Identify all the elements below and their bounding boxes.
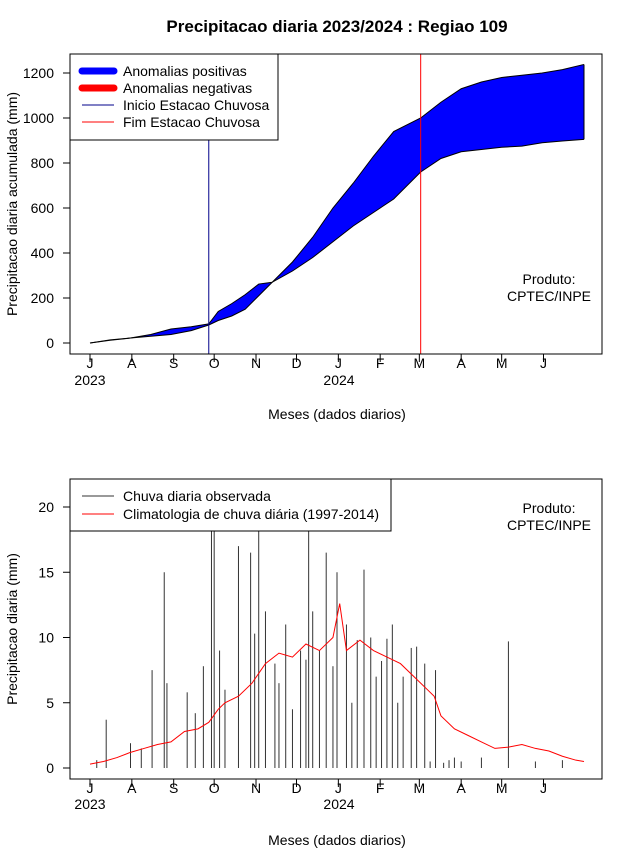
chart-title: Precipitacao diaria 2023/2024 : Regiao 1… xyxy=(166,17,507,36)
x-tick-label: F xyxy=(376,355,385,371)
climatology-daily-line xyxy=(89,603,585,765)
y-tick-label: 20 xyxy=(38,499,54,515)
y-tick-label: 1200 xyxy=(23,65,54,81)
legend-label-start: Inicio Estacao Chuvosa xyxy=(123,97,270,113)
legend-label-negative: Anomalias negativas xyxy=(123,80,252,96)
x-tick-label: J xyxy=(335,780,342,796)
y-tick-label: 1000 xyxy=(23,110,54,126)
x-tick-label: D xyxy=(291,355,301,371)
y-tick-label: 400 xyxy=(31,245,55,261)
legend-label-observed: Chuva diaria observada xyxy=(123,488,271,504)
x-tick-label: F xyxy=(376,780,385,796)
year-label-2024: 2024 xyxy=(323,372,354,388)
x-tick-label: J xyxy=(540,355,547,371)
x-tick-label: D xyxy=(291,780,301,796)
x-tick-label: N xyxy=(251,780,261,796)
y-axis-label-bottom: Precipitacao diaria (mm) xyxy=(4,553,20,705)
y-tick-label: 5 xyxy=(46,695,54,711)
y-tick-label: 10 xyxy=(38,630,54,646)
plot-frame xyxy=(69,53,603,355)
legend-box-bottom xyxy=(69,478,392,532)
legend-label-climatology: Climatologia de chuva diária (1997-2014) xyxy=(123,506,379,522)
product-label: Produto: xyxy=(523,271,576,287)
positive-anomaly-area xyxy=(131,64,584,338)
observed-accumulated-line xyxy=(89,63,585,344)
x-tick-label: S xyxy=(169,780,178,796)
year-label-2023: 2023 xyxy=(74,372,105,388)
x-tick-label: N xyxy=(251,355,261,371)
y-axis-label: Precipitacao diaria acumulada (mm) xyxy=(4,92,20,316)
y-tick-label: 15 xyxy=(38,564,54,580)
product-label-bottom: Produto: xyxy=(523,500,576,516)
y-axis: 0 200 400 600 800 1000 1200 xyxy=(23,65,70,351)
x-tick-label: O xyxy=(209,780,220,796)
daily-chart: 0 5 10 15 20 J A S O N D J F M A M J 2023 2024 Meses (d… xyxy=(4,478,603,848)
x-tick-label: M xyxy=(496,355,508,371)
legend-label-end: Fim Estacao Chuvosa xyxy=(123,114,260,130)
y-axis-bottom: 0 5 10 15 20 xyxy=(38,499,70,776)
x-tick-label: A xyxy=(127,355,137,371)
x-tick-label: S xyxy=(169,355,178,371)
x-tick-label: J xyxy=(540,780,547,796)
x-axis-label-bottom: Meses (dados diarios) xyxy=(268,832,406,848)
climatology-lines xyxy=(89,603,585,765)
x-tick-label: M xyxy=(496,780,508,796)
legend-label-positive: Anomalias positivas xyxy=(123,63,247,79)
x-tick-label: J xyxy=(87,780,94,796)
product-source-bottom: CPTEC/INPE xyxy=(507,517,591,533)
legend-bottom: Chuva diaria observada Climatologia de c… xyxy=(69,478,392,532)
year-label-2024-bottom: 2024 xyxy=(323,796,354,812)
x-tick-label: A xyxy=(457,780,467,796)
x-tick-label: M xyxy=(413,780,425,796)
x-tick-label: A xyxy=(127,780,137,796)
x-tick-label: J xyxy=(87,355,94,371)
accumulated-chart: Precipitacao diaria 2023/2024 : Regiao 1… xyxy=(4,17,603,422)
x-tick-label: M xyxy=(413,355,425,371)
x-tick-label: O xyxy=(209,355,220,371)
x-tick-label: J xyxy=(335,355,342,371)
y-tick-label: 200 xyxy=(31,290,55,306)
year-label-2023-bottom: 2023 xyxy=(74,796,105,812)
x-axis-label: Meses (dados diarios) xyxy=(268,406,406,422)
y-tick-label: 600 xyxy=(31,200,55,216)
legend: Anomalias positivas Anomalias negativas … xyxy=(69,53,279,141)
y-tick-label: 0 xyxy=(46,760,54,776)
climatology-accumulated-line xyxy=(89,138,585,344)
y-tick-label: 0 xyxy=(46,335,54,351)
product-source: CPTEC/INPE xyxy=(507,288,591,304)
accumulated-lines xyxy=(89,54,585,354)
x-tick-label: A xyxy=(457,355,467,371)
y-tick-label: 800 xyxy=(31,155,55,171)
daily-bars xyxy=(96,530,563,768)
